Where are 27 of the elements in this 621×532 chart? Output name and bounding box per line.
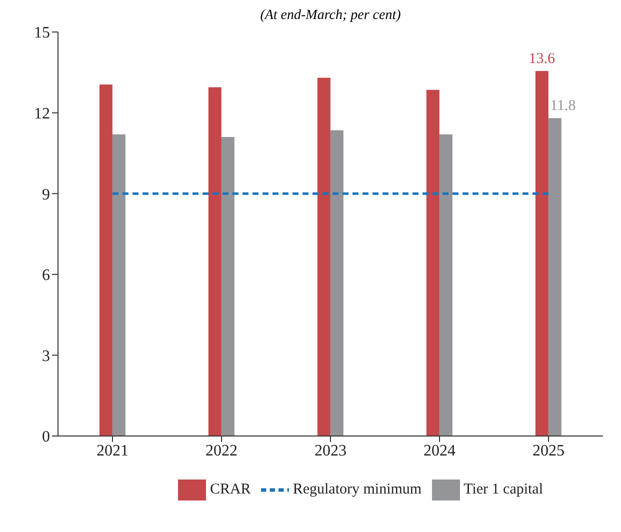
bar <box>221 137 234 436</box>
legend-label: Tier 1 capital <box>464 481 544 498</box>
y-tick-label: 0 <box>42 428 50 446</box>
bar <box>112 134 126 436</box>
bar <box>548 118 562 436</box>
y-tick-label: 9 <box>42 186 50 204</box>
data-label: 13.6 <box>528 51 556 68</box>
legend-label: CRAR <box>210 481 251 498</box>
bar <box>317 78 330 436</box>
x-tick-label: 2025 <box>532 442 564 460</box>
y-tick-label: 3 <box>42 348 50 365</box>
data-label: 11.8 <box>550 98 576 114</box>
bar <box>535 71 548 436</box>
bar <box>208 87 222 436</box>
chart-subtitle: (At end-March; per cent) <box>259 8 402 24</box>
x-tick-label: 2024 <box>424 442 456 460</box>
legend-label: Regulatory minimum <box>292 481 422 498</box>
x-tick-label: 2021 <box>96 442 128 460</box>
y-tick-label: 6 <box>42 267 50 284</box>
bar <box>439 134 452 436</box>
y-tick-label: 12 <box>34 105 50 122</box>
x-tick-label: 2023 <box>314 442 346 460</box>
bar <box>426 90 440 436</box>
bar <box>330 130 344 436</box>
bar <box>99 84 112 436</box>
y-tick-label: 15 <box>34 24 50 42</box>
x-tick-label: 2022 <box>206 442 238 460</box>
